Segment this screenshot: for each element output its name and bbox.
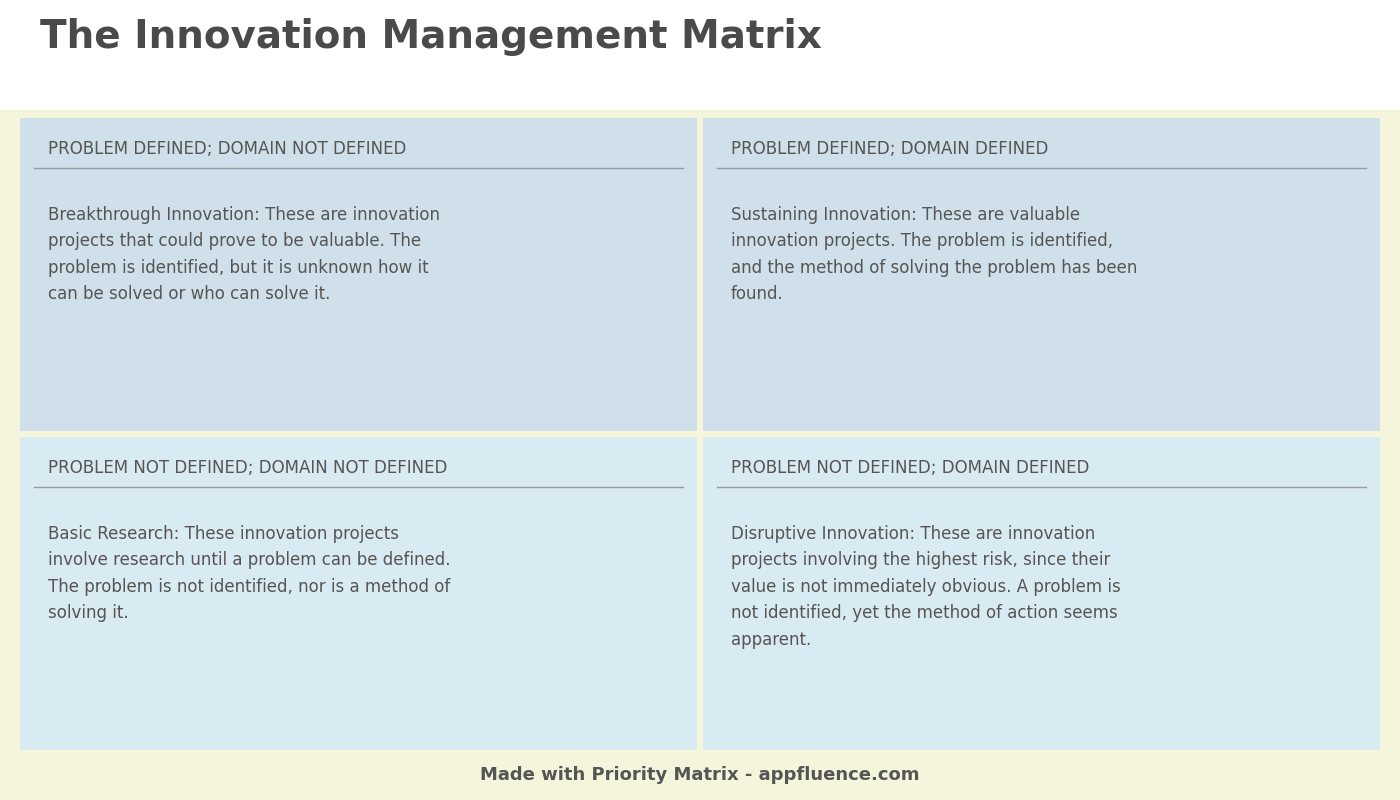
Text: PROBLEM DEFINED; DOMAIN DEFINED: PROBLEM DEFINED; DOMAIN DEFINED [731,140,1049,158]
Text: Breakthrough Innovation: These are innovation
projects that could prove to be va: Breakthrough Innovation: These are innov… [48,206,440,303]
Text: Disruptive Innovation: These are innovation
projects involving the highest risk,: Disruptive Innovation: These are innovat… [731,525,1121,649]
Text: PROBLEM NOT DEFINED; DOMAIN NOT DEFINED: PROBLEM NOT DEFINED; DOMAIN NOT DEFINED [48,459,448,477]
FancyBboxPatch shape [703,118,1380,431]
Text: Made with Priority Matrix - appfluence.com: Made with Priority Matrix - appfluence.c… [480,766,920,784]
Text: Basic Research: These innovation projects
involve research until a problem can b: Basic Research: These innovation project… [48,525,451,622]
Text: PROBLEM DEFINED; DOMAIN NOT DEFINED: PROBLEM DEFINED; DOMAIN NOT DEFINED [48,140,406,158]
Text: Sustaining Innovation: These are valuable
innovation projects. The problem is id: Sustaining Innovation: These are valuabl… [731,206,1137,303]
FancyBboxPatch shape [20,437,697,750]
FancyBboxPatch shape [703,437,1380,750]
FancyBboxPatch shape [20,118,697,431]
Text: PROBLEM NOT DEFINED; DOMAIN DEFINED: PROBLEM NOT DEFINED; DOMAIN DEFINED [731,459,1089,477]
FancyBboxPatch shape [0,0,1400,110]
Text: The Innovation Management Matrix: The Innovation Management Matrix [41,18,822,56]
